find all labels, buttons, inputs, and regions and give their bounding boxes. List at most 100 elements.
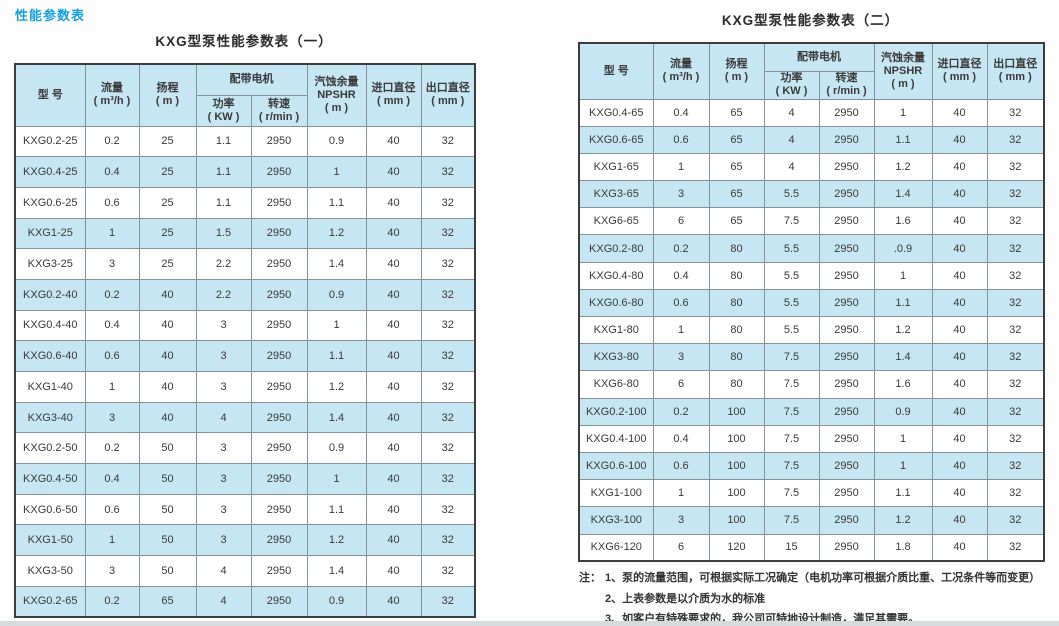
table-cell: 1 xyxy=(84,371,140,403)
table-cell: KXG0.2-80 xyxy=(578,234,654,263)
table-cell: KXG6-65 xyxy=(578,207,654,236)
table-cell: 40 xyxy=(931,125,988,154)
table-cell: 25 xyxy=(138,125,197,158)
table-row: KXG0.2-80 0.2 80 5.5 2950.0.9 40 32 xyxy=(578,234,1045,263)
table-cell: 3 xyxy=(84,401,140,434)
table-cell: 0.9 xyxy=(306,125,367,158)
table-cell: 25 xyxy=(138,186,197,219)
table-row: KXG3-100 3 100 7.5 2950 1.2 40 32 xyxy=(578,506,1045,535)
table-cell: 2950 xyxy=(818,207,875,236)
table-cell: 2950 xyxy=(250,463,308,495)
table-cell: KXG3-40 xyxy=(14,401,86,434)
table-cell: 2950 xyxy=(250,585,308,618)
table-row: KXG0.6-50 0.6 50 3 2950 1.1 40 32 xyxy=(14,493,476,526)
header-inlet: 进口直径( mm ) xyxy=(365,63,422,127)
table-row: KXG3-25 3 25 2.2 2950 1.4 40 32 xyxy=(14,248,476,280)
header-inlet: 进口直径( mm ) xyxy=(931,42,988,100)
table-cell: 0.6 xyxy=(652,451,710,481)
table-cell: 1.6 xyxy=(873,370,933,399)
table-row: KXG3-80 3 80 7.5 2950 1.4 40 32 xyxy=(578,343,1045,372)
table-cell: 40 xyxy=(138,401,197,434)
table-cell: 80 xyxy=(708,261,765,290)
table-row: KXG1-80 1 80 5.5 2950 1.2 40 32 xyxy=(578,315,1045,345)
table-cell: 32 xyxy=(986,207,1045,236)
header-flow: 流量( m³/h ) xyxy=(652,42,710,100)
table-row: KXG3-40 3 40 4 2950 1.4 40 32 xyxy=(14,401,476,434)
table-cell: 1 xyxy=(652,479,710,508)
table-cell: 1.2 xyxy=(873,315,933,345)
table-cell: 3 xyxy=(195,371,252,403)
performance-table-1: 型 号 流量( m³/h ) 扬程( m ) 配带电机 汽蚀余量 NPSHR( m… xyxy=(14,63,476,618)
table-cell: 2950 xyxy=(818,98,875,127)
table-cell: 1 xyxy=(873,424,933,453)
table-cell: 32 xyxy=(420,493,476,526)
table-cell: 40 xyxy=(931,397,988,426)
table-cell: 7.5 xyxy=(763,424,820,453)
table-cell: 5.5 xyxy=(763,234,820,263)
table-cell: 40 xyxy=(931,98,988,127)
table-cell: 1.4 xyxy=(306,248,367,280)
table-cell: 32 xyxy=(420,401,476,434)
table-cell: 40 xyxy=(365,493,422,526)
table-cell: 2950 xyxy=(250,309,308,342)
table-cell: 50 xyxy=(138,463,197,495)
table-cell: 1.4 xyxy=(873,343,933,372)
table-cell: 2950 xyxy=(818,424,875,453)
table-cell: 32 xyxy=(986,152,1045,182)
table-cell: 40 xyxy=(365,524,422,557)
table-cell: KXG0.6-25 xyxy=(14,186,86,219)
table-cell: 1.1 xyxy=(873,479,933,508)
table-cell: 32 xyxy=(420,585,476,618)
table-cell: 32 xyxy=(420,217,476,250)
header-speed: 转速( r/min ) xyxy=(818,70,875,100)
table-cell: 4 xyxy=(763,152,820,182)
table-cell: 0.4 xyxy=(652,98,710,127)
table-cell: 5.5 xyxy=(763,180,820,209)
table-cell: 40 xyxy=(931,370,988,399)
header-flow: 流量( m³/h ) xyxy=(84,63,140,127)
table-cell: 4 xyxy=(195,555,252,587)
table-cell: 2950 xyxy=(250,340,308,372)
table-cell: 1 xyxy=(652,315,710,345)
table-cell: 1.1 xyxy=(306,493,367,526)
table-cell: 40 xyxy=(931,288,988,318)
table-cell: 2950 xyxy=(818,152,875,182)
table-cell: 7.5 xyxy=(763,370,820,399)
table-cell: 2950 xyxy=(818,479,875,508)
table-cell: 32 xyxy=(986,397,1045,426)
table-cell: 1 xyxy=(873,98,933,127)
table-row: KXG0.2-65 0.2 65 4 2950 0.9 40 32 xyxy=(14,585,476,618)
table-cell: 3 xyxy=(195,309,252,342)
table-cell: KXG1-100 xyxy=(578,479,654,508)
table-cell: 1 xyxy=(306,309,367,342)
table-cell: 32 xyxy=(986,343,1045,372)
table2-body: KXG0.4-65 0.4 65 4 2950 1 40 32 KXG0.6-65 0.6 65 4 2… xyxy=(578,98,1045,562)
table-cell: 4 xyxy=(195,401,252,434)
table-row: KXG3-50 3 50 4 2950 1.4 40 32 xyxy=(14,555,476,587)
table-row: KXG0.2-100 0.2 100 7.5 2950 0.9 40 32 xyxy=(578,397,1045,426)
header-speed: 转速( r/min ) xyxy=(250,94,308,127)
table-cell: 3 xyxy=(652,343,710,372)
table-cell: 3 xyxy=(195,432,252,465)
table-cell: 32 xyxy=(986,533,1045,562)
table-cell: 40 xyxy=(931,343,988,372)
table-cell: KXG6-120 xyxy=(578,533,654,562)
table-cell: 1 xyxy=(306,463,367,495)
table-cell: 0.2 xyxy=(84,585,140,618)
table-cell: 1.6 xyxy=(873,207,933,236)
table-cell: 40 xyxy=(931,234,988,263)
table-cell: 0.2 xyxy=(84,125,140,158)
table-cell: 80 xyxy=(708,288,765,318)
table-cell: 40 xyxy=(931,180,988,209)
table-cell: KXG3-100 xyxy=(578,506,654,535)
table-cell: 2950 xyxy=(250,125,308,158)
performance-table-2: 型 号 流量( m³/h ) 扬程( m ) 配带电机 汽蚀余量 NPSHR( m… xyxy=(578,42,1045,563)
table-cell: 40 xyxy=(931,451,988,481)
table-cell: 2950 xyxy=(818,343,875,372)
table-cell: 0.2 xyxy=(84,278,140,311)
table-cell: 3 xyxy=(195,463,252,495)
table-cell: 40 xyxy=(365,125,422,158)
table-row: KXG0.6-65 0.6 65 4 2950 1.1 40 32 xyxy=(578,125,1045,154)
table-row: KXG1-50 1 50 3 2950 1.2 40 32 xyxy=(14,524,476,557)
table-row: KXG0.2-25 0.2 25 1.1 2950 0.9 40 32 xyxy=(14,125,476,158)
